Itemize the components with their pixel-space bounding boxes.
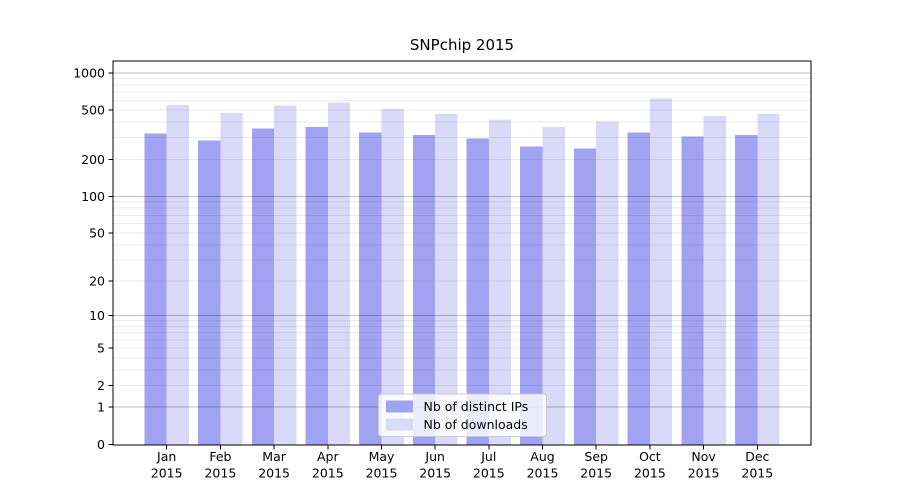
y-tick-label: 200 (81, 152, 105, 167)
y-tick-label: 5 (97, 341, 105, 356)
bar-mar-downloads (274, 105, 297, 445)
chart-title: SNPchip 2015 (410, 36, 514, 54)
y-tick-label: 100 (81, 189, 105, 204)
grid-layer (113, 72, 811, 408)
bar-oct-ips (627, 132, 650, 445)
bar-mar-ips (251, 128, 275, 445)
bar-may-ips (359, 132, 382, 445)
x-tick-label: Jul 2015 (473, 449, 505, 481)
x-tick-label: Mar 2015 (258, 449, 290, 481)
y-tick-label: 0 (97, 437, 105, 452)
y-tick-label: 50 (89, 226, 105, 241)
x-tick-label: May 2015 (366, 449, 398, 481)
x-tick-label: Jan 2015 (151, 449, 183, 481)
y-tick-label: 2 (97, 378, 105, 393)
bar-jun-ips (412, 135, 436, 445)
bar-sep-ips (573, 148, 597, 445)
bar-nov-ips (681, 136, 704, 445)
bars-layer (144, 98, 780, 446)
y-tick-label: 10 (89, 308, 105, 323)
x-tick-label: Oct 2015 (634, 449, 666, 481)
bar-dec-downloads (757, 114, 780, 445)
x-tick-label: Aug 2015 (527, 449, 559, 481)
x-tick-label: Dec 2015 (741, 449, 773, 481)
y-tick-label: 1000 (73, 66, 105, 81)
bar-dec-ips (735, 135, 758, 445)
x-tick-label: Apr 2015 (312, 449, 344, 481)
legend-swatch-distinct-ips (386, 400, 413, 413)
bar-jun-downloads (435, 114, 458, 445)
bar-jan-ips (144, 133, 167, 446)
x-tick-label: Feb 2015 (204, 449, 236, 481)
bar-aug-ips (520, 146, 543, 446)
bar-nov-downloads (703, 115, 726, 446)
y-tick-label: 20 (89, 273, 105, 288)
bar-jul-ips (466, 138, 489, 445)
bar-feb-downloads (220, 113, 243, 445)
bar-oct-downloads (649, 98, 673, 445)
bar-sep-downloads (596, 121, 619, 445)
x-tick-label: Sep 2015 (580, 449, 612, 481)
plot-border (112, 60, 812, 446)
legend: Nb of distinct IPs Nb of downloads (378, 393, 547, 437)
bar-feb-ips (198, 140, 221, 445)
bar-apr-downloads (327, 102, 351, 446)
x-tick-label: Nov 2015 (688, 449, 720, 481)
bar-jan-downloads (166, 105, 189, 445)
legend-swatch-downloads (386, 418, 413, 431)
bar-may-downloads (381, 109, 404, 445)
legend-label-downloads: Nb of downloads (424, 417, 528, 432)
bar-aug-downloads (542, 127, 565, 445)
y-tick-label: 500 (81, 103, 105, 118)
legend-label-distinct-ips: Nb of distinct IPs (424, 399, 529, 414)
bar-apr-ips (305, 127, 328, 445)
x-tick-label: Jun 2015 (419, 449, 451, 481)
bar-jul-downloads (488, 119, 512, 445)
legend-frame (378, 393, 547, 437)
y-tick-label: 1 (97, 400, 105, 415)
